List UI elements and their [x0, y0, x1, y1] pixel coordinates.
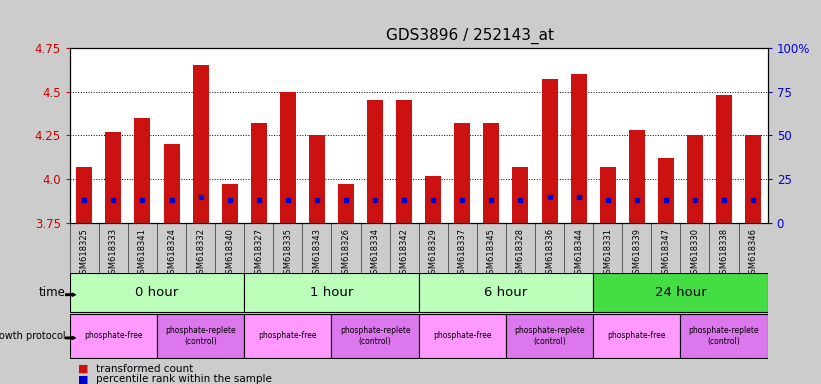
Bar	[332, 314, 419, 358]
Bar	[594, 314, 681, 358]
Text: 6 hour: 6 hour	[484, 286, 528, 299]
Bar	[157, 314, 245, 358]
Bar	[681, 314, 768, 358]
Bar	[419, 273, 594, 312]
Text: GSM618334: GSM618334	[370, 228, 379, 279]
Text: phosphate-replete
(control): phosphate-replete (control)	[165, 326, 236, 346]
Bar	[745, 136, 761, 223]
Text: phosphate-replete
(control): phosphate-replete (control)	[340, 326, 410, 346]
Text: GSM618344: GSM618344	[574, 228, 583, 278]
Bar	[425, 175, 441, 223]
Bar	[571, 74, 587, 223]
Text: percentile rank within the sample: percentile rank within the sample	[96, 374, 272, 384]
Text: GSM618336: GSM618336	[545, 228, 554, 279]
Text: transformed count: transformed count	[96, 364, 193, 374]
Text: ■: ■	[78, 364, 89, 374]
Text: GSM618342: GSM618342	[400, 228, 409, 278]
Bar	[163, 144, 180, 223]
Text: GSM618332: GSM618332	[196, 228, 205, 279]
Text: phosphate-replete
(control): phosphate-replete (control)	[514, 326, 585, 346]
Text: phosphate-free: phosphate-free	[259, 331, 317, 341]
Bar	[70, 314, 157, 358]
Bar	[506, 314, 594, 358]
Bar	[629, 130, 644, 223]
Text: phosphate-free: phosphate-free	[84, 331, 143, 341]
Text: 1 hour: 1 hour	[310, 286, 353, 299]
Text: GSM618326: GSM618326	[342, 228, 351, 279]
Text: GSM618343: GSM618343	[313, 228, 322, 279]
Text: phosphate-free: phosphate-free	[433, 331, 492, 341]
Text: GDS3896 / 252143_at: GDS3896 / 252143_at	[386, 28, 554, 44]
Bar	[250, 123, 267, 223]
Bar	[193, 65, 209, 223]
Text: phosphate-free: phosphate-free	[608, 331, 666, 341]
Text: GSM618341: GSM618341	[138, 228, 147, 278]
Text: growth protocol: growth protocol	[0, 331, 66, 341]
Text: GSM618325: GSM618325	[80, 228, 89, 278]
Bar	[419, 314, 506, 358]
Text: ■: ■	[78, 374, 89, 384]
Text: GSM618328: GSM618328	[516, 228, 525, 279]
Bar	[484, 123, 499, 223]
Bar	[338, 184, 354, 223]
Text: GSM618327: GSM618327	[255, 228, 264, 279]
Bar	[70, 273, 245, 312]
Bar	[397, 101, 412, 223]
Text: GSM618340: GSM618340	[225, 228, 234, 278]
Text: phosphate-replete
(control): phosphate-replete (control)	[689, 326, 759, 346]
Bar	[76, 167, 92, 223]
Bar	[245, 314, 332, 358]
Bar	[687, 136, 703, 223]
Text: time: time	[39, 286, 66, 299]
Bar	[105, 132, 122, 223]
Bar	[135, 118, 150, 223]
Bar	[716, 95, 732, 223]
Text: GSM618338: GSM618338	[719, 228, 728, 279]
Bar	[222, 184, 238, 223]
Bar	[542, 79, 557, 223]
Text: GSM618337: GSM618337	[458, 228, 467, 279]
Bar	[367, 101, 383, 223]
Bar	[309, 136, 325, 223]
Bar	[594, 273, 768, 312]
Text: GSM618331: GSM618331	[603, 228, 612, 279]
Text: 0 hour: 0 hour	[135, 286, 179, 299]
Bar	[599, 167, 616, 223]
Bar	[658, 158, 674, 223]
Text: GSM618333: GSM618333	[109, 228, 118, 279]
Text: GSM618324: GSM618324	[167, 228, 176, 278]
Text: GSM618329: GSM618329	[429, 228, 438, 278]
Text: GSM618335: GSM618335	[283, 228, 292, 279]
Bar	[512, 167, 529, 223]
Bar	[245, 273, 419, 312]
Text: GSM618347: GSM618347	[662, 228, 671, 279]
Bar	[454, 123, 470, 223]
Text: GSM618339: GSM618339	[632, 228, 641, 279]
Text: 24 hour: 24 hour	[654, 286, 706, 299]
Text: GSM618330: GSM618330	[690, 228, 699, 279]
Text: GSM618346: GSM618346	[749, 228, 758, 279]
Text: GSM618345: GSM618345	[487, 228, 496, 278]
Bar	[280, 92, 296, 223]
